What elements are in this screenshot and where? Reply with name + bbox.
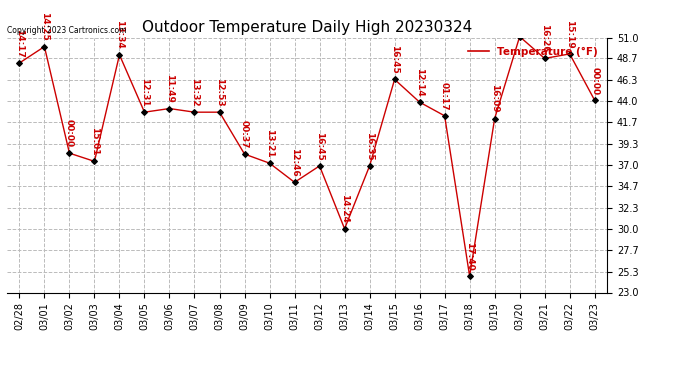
Text: 15:19: 15:19 <box>565 20 574 48</box>
Point <box>189 109 200 115</box>
Text: 13:32: 13:32 <box>190 78 199 106</box>
Point <box>114 52 125 58</box>
Point <box>39 44 50 50</box>
Point <box>564 51 575 57</box>
Point <box>389 76 400 82</box>
Text: 15:01: 15:01 <box>90 127 99 156</box>
Text: 14:17: 14:17 <box>15 28 24 57</box>
Point <box>239 151 250 157</box>
Text: 16:45: 16:45 <box>315 132 324 160</box>
Text: 12:31: 12:31 <box>140 78 149 106</box>
Point <box>339 226 350 232</box>
Text: Copyright 2023 Cartronics.com: Copyright 2023 Cartronics.com <box>7 26 126 35</box>
Text: 15:05: 15:05 <box>0 374 1 375</box>
Point <box>439 113 450 119</box>
Text: 16:09: 16:09 <box>490 84 499 113</box>
Point <box>139 109 150 115</box>
Point <box>14 60 25 66</box>
Text: 17:40: 17:40 <box>465 242 474 270</box>
Point <box>514 34 525 40</box>
Text: 00:00: 00:00 <box>65 120 74 148</box>
Text: 01:17: 01:17 <box>440 82 449 110</box>
Text: 16:45: 16:45 <box>390 45 399 74</box>
Point <box>64 150 75 156</box>
Point <box>364 163 375 169</box>
Point <box>214 109 225 115</box>
Text: 14:25: 14:25 <box>40 12 49 41</box>
Point <box>489 116 500 122</box>
Text: 16:26: 16:26 <box>540 24 549 53</box>
Point <box>464 273 475 279</box>
Text: 12:53: 12:53 <box>215 78 224 106</box>
Text: 13:34: 13:34 <box>115 21 124 49</box>
Text: 00:37: 00:37 <box>240 120 249 148</box>
Text: 12:46: 12:46 <box>290 148 299 177</box>
Text: 16:35: 16:35 <box>365 132 374 160</box>
Point <box>289 179 300 185</box>
Point <box>539 56 550 62</box>
Text: 12:14: 12:14 <box>415 68 424 97</box>
Point <box>264 160 275 166</box>
Text: 13:21: 13:21 <box>265 129 274 158</box>
Text: 14:24: 14:24 <box>340 194 349 223</box>
Text: 11:49: 11:49 <box>165 74 174 103</box>
Point <box>164 105 175 111</box>
Point <box>314 163 325 169</box>
Point <box>414 99 425 105</box>
Text: 00:00: 00:00 <box>590 67 599 95</box>
Title: Outdoor Temperature Daily High 20230324: Outdoor Temperature Daily High 20230324 <box>142 20 472 35</box>
Point <box>589 98 600 104</box>
Point <box>89 158 100 164</box>
Legend: Temperature (°F): Temperature (°F) <box>464 43 602 61</box>
